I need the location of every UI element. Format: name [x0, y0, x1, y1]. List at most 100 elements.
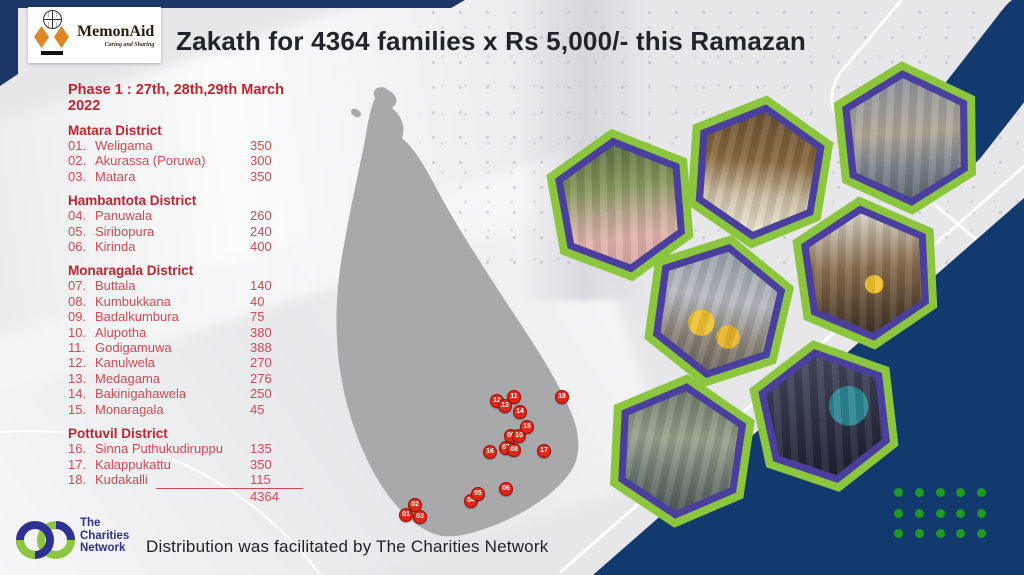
row-place: Siribopura: [95, 223, 155, 239]
row-place: Buttala: [95, 278, 136, 294]
distribution-row: 09. Badalkumbura 75: [68, 309, 305, 324]
row-number: 12.: [68, 355, 87, 371]
map-marker-14: 14: [513, 405, 527, 419]
distribution-row: 06. Kirinda 400: [68, 239, 305, 254]
row-count: 270: [250, 355, 272, 371]
district-heading: Matara District: [68, 123, 162, 138]
map-marker-16: 16: [483, 445, 497, 459]
map-marker-15: 15: [520, 420, 534, 434]
row-number: 14.: [68, 386, 87, 402]
row-place: Panuwala: [95, 208, 153, 224]
green-dot: [935, 529, 945, 538]
top-navy-strip: [0, 0, 465, 8]
row-place: Monaragala: [95, 401, 164, 417]
green-dot: [914, 508, 924, 518]
row-number: 01.: [68, 138, 87, 153]
total-row: 4364: [68, 489, 305, 504]
row-place: Kirinda: [95, 239, 136, 255]
distribution-row: 10. Alupotha 380: [68, 325, 305, 340]
row-number: 15.: [68, 401, 87, 417]
diamond-icon: [54, 26, 69, 48]
left-navy-bar: [0, 0, 18, 86]
row-place: Bakinigahawela: [95, 386, 187, 402]
distribution-row: 07. Buttala 140: [68, 278, 305, 293]
map-marker-03: 03: [413, 510, 427, 524]
row-place: Matara: [95, 168, 136, 184]
green-dot: [914, 529, 924, 538]
footer-caption: Distribution was facilitated by The Char…: [146, 537, 549, 556]
memonaid-logo-icon: [32, 10, 74, 60]
distribution-row: 01. Weligama 350: [68, 138, 305, 153]
row-count: 75: [250, 309, 265, 325]
phase-heading: Phase 1 : 27th, 28th,29th March 2022: [68, 82, 284, 114]
row-number: 04.: [68, 208, 87, 224]
green-dot: [956, 529, 966, 538]
row-place: Akurassa (Poruwa): [95, 153, 206, 169]
distribution-row: 05. Siribopura 240: [68, 224, 305, 239]
row-place: Alupotha: [95, 324, 147, 340]
district-list: Matara District 01. Weligama 350 02. Akurassa…: [68, 123, 305, 487]
map-marker-17: 17: [537, 444, 551, 458]
total-rule: [156, 488, 303, 490]
map-marker-08: 08: [507, 443, 521, 457]
row-count: 380: [250, 324, 272, 340]
green-dot: [935, 488, 945, 497]
distribution-row: 02. Akurassa (Poruwa) 300: [68, 153, 305, 168]
row-count: 350: [250, 138, 272, 153]
row-count: 350: [250, 168, 272, 184]
map-marker-13: 13: [498, 399, 512, 413]
row-count: 350: [250, 456, 272, 472]
distribution-list: Phase 1 : 27th, 28th,29th March 2022 Mat…: [68, 82, 305, 504]
row-number: 03.: [68, 168, 87, 184]
row-number: 08.: [68, 293, 87, 309]
distribution-row: 15. Monaragala 45: [68, 402, 305, 417]
photo-hex-7: [737, 327, 915, 505]
green-dot: [894, 488, 903, 497]
row-count: 400: [250, 239, 272, 255]
row-count: 135: [250, 441, 272, 457]
green-dot: [977, 529, 987, 538]
distribution-row: 11. Godigamuwa 388: [68, 340, 305, 355]
page-title: Zakath for 4364 families x Rs 5,000/- th…: [176, 26, 806, 56]
district-heading: Hambantota District: [68, 193, 197, 209]
map-marker-11: 11: [507, 390, 521, 404]
row-count: 276: [250, 370, 272, 386]
map-marker-06: 06: [499, 482, 513, 496]
globe-icon: [43, 10, 62, 29]
wordmark-line: Network: [80, 542, 126, 554]
district-heading: Monaragala District: [68, 263, 194, 279]
distribution-row: 17. Kalappukattu 350: [68, 457, 305, 472]
distribution-row: 13. Medagama 276: [68, 371, 305, 386]
sri-lanka-map: [336, 87, 579, 537]
row-place: Sinna Puthukudiruppu: [95, 441, 223, 457]
green-dot: [914, 488, 924, 497]
row-number: 16.: [68, 441, 87, 457]
distribution-row: 14. Bakinigahawela 250: [68, 386, 305, 401]
row-place: Kumbukkana: [95, 293, 171, 309]
green-dot: [956, 508, 966, 518]
charities-network-wordmark: The Charities Network: [80, 517, 129, 555]
logo-title: MemonAid: [77, 22, 155, 40]
green-dot: [894, 508, 903, 518]
green-dot: [935, 508, 945, 518]
row-place: Godigamuwa: [95, 340, 172, 356]
row-number: 05.: [68, 223, 87, 239]
row-number: 10.: [68, 324, 87, 340]
green-dot: [956, 488, 966, 497]
row-number: 02.: [68, 153, 87, 169]
distribution-row: 16. Sinna Puthukudiruppu 135: [68, 441, 305, 456]
distribution-row: 12. Kanulwela 270: [68, 355, 305, 370]
diamond-icon: [34, 26, 49, 48]
distribution-row: 18. Kudakalli 115: [68, 472, 305, 487]
row-number: 09.: [68, 309, 87, 325]
row-number: 17.: [68, 456, 87, 472]
distribution-row: 03. Matara 350: [68, 169, 305, 184]
row-count: 45: [250, 401, 265, 417]
row-number: 13.: [68, 370, 87, 386]
wordmark-line: The: [80, 517, 101, 529]
green-dot: [894, 529, 903, 538]
row-place: Weligama: [95, 138, 153, 153]
row-count: 388: [250, 340, 272, 356]
row-place: Medagama: [95, 370, 161, 386]
